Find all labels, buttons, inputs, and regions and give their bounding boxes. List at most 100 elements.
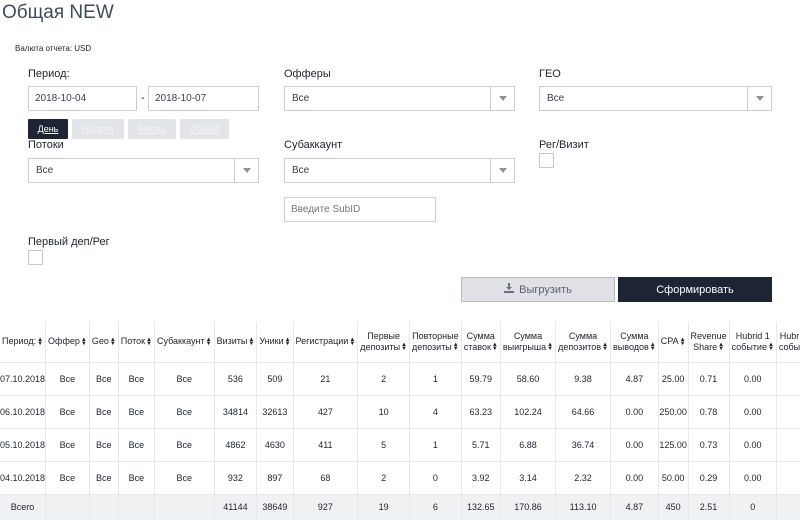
total-cell: Всего — [0, 493, 47, 520]
column-header[interactable]: Период:▲ ▼ — [0, 322, 47, 362]
table-cell: 05.10.2018 — [0, 427, 47, 461]
table-row: 04.10.2018 Все Все Все Все 932 897 68 2 0 3.92 3.14… — [0, 460, 800, 494]
column-header[interactable]: Сумма выигрыша▲ ▼ — [500, 322, 557, 362]
sort-icon[interactable]: ▲ ▼ — [649, 342, 656, 353]
table-cell: 06.10.2018 — [0, 394, 47, 428]
table-cell: 0.29 — [688, 460, 730, 494]
table-cell: 58.60 — [500, 361, 557, 395]
report-currency: Валюта отчета: USD — [15, 44, 92, 53]
table-cell: 536 — [214, 361, 258, 395]
chevron-down-icon — [234, 159, 258, 182]
sort-icon[interactable]: ▲ ▼ — [718, 342, 725, 353]
column-header[interactable]: CPA▲ ▼ — [658, 322, 689, 362]
total-cell: 6 — [409, 493, 462, 520]
table-cell: 6.88 — [500, 427, 557, 461]
subaccount-select[interactable]: Все — [284, 158, 515, 183]
table-cell: 9.38 — [555, 361, 612, 395]
sort-icon[interactable]: ▲ ▼ — [80, 336, 87, 347]
column-header[interactable]: Поток▲ ▼ — [118, 322, 156, 362]
total-cell — [45, 493, 90, 520]
generate-button[interactable]: Сформировать — [618, 277, 772, 302]
table-cell: Все — [45, 361, 90, 395]
column-header-label: Поток — [120, 336, 146, 347]
column-header-label: выигрыша — [502, 341, 547, 352]
subaccount-label: Субаккаунт — [284, 139, 343, 151]
column-header[interactable]: Сумма выводов▲ ▼ — [610, 322, 659, 362]
sort-icon[interactable]: ▲ ▼ — [37, 336, 44, 347]
table-cell: Все — [89, 460, 119, 494]
sort-icon[interactable]: ▲ ▼ — [284, 336, 291, 347]
period-month-button[interactable]: Месяц — [128, 119, 176, 139]
date-separator: - — [141, 92, 145, 104]
column-header-label: Первые — [367, 330, 400, 341]
table-cell: Все — [154, 361, 215, 395]
subid-input[interactable] — [284, 197, 436, 222]
table-cell: 0.73 — [688, 427, 730, 461]
table-cell: Все — [154, 427, 215, 461]
table-row: 06.10.2018 Все Все Все Все 34814 32613 427 10 4 63… — [0, 394, 800, 428]
first-dep-reg-checkbox[interactable] — [28, 250, 43, 265]
geo-label: ГЕО — [539, 68, 561, 80]
total-cell: 41144 — [214, 493, 258, 520]
column-header[interactable]: Hubr собы — [776, 322, 800, 362]
sort-icon[interactable]: ▲ ▼ — [349, 336, 356, 347]
column-header[interactable]: Первые депозиты▲ ▼ — [357, 322, 410, 362]
total-cell: 4.87 — [610, 493, 659, 520]
column-header-label: депозиты — [360, 341, 401, 352]
table-cell: 3.14 — [500, 460, 557, 494]
period-total-button[interactable]: Общий — [180, 119, 229, 139]
column-header-label: депозитов — [558, 341, 602, 352]
sort-icon[interactable]: ▲ ▼ — [547, 342, 554, 353]
report-table: Период:▲ ▼ Оффер▲ ▼ Geo▲ ▼ Поток▲ ▼ Субаккаунт▲ ▼… — [0, 322, 800, 520]
column-header-label: Регистрации — [295, 336, 349, 347]
sort-icon[interactable]: ▲ ▼ — [602, 342, 609, 353]
column-header[interactable]: Geo▲ ▼ — [89, 322, 119, 362]
reg-visit-checkbox[interactable] — [539, 153, 554, 168]
sort-icon[interactable]: ▲ ▼ — [767, 342, 774, 353]
table-cell: 125.00 — [658, 427, 689, 461]
chevron-down-icon — [490, 159, 514, 182]
offers-select[interactable]: Все — [284, 86, 515, 111]
column-header[interactable]: Revenue Share▲ ▼ — [688, 322, 730, 362]
sort-icon[interactable]: ▲ ▼ — [109, 336, 116, 347]
table-cell: Все — [45, 427, 90, 461]
table-cell: 4862 — [214, 427, 258, 461]
streams-select[interactable]: Все — [28, 158, 259, 183]
table-cell: 0.78 — [688, 394, 730, 428]
period-day-button[interactable]: День — [28, 119, 68, 139]
column-header[interactable]: Уники▲ ▼ — [256, 322, 294, 362]
column-header[interactable]: Визиты▲ ▼ — [214, 322, 258, 362]
column-header[interactable]: Сумма ставок▲ ▼ — [461, 322, 501, 362]
column-header-label: Период: — [2, 336, 37, 347]
sort-icon[interactable]: ▲ ▼ — [401, 342, 407, 353]
table-cell: Все — [118, 460, 156, 494]
column-header-label: Hubrid 1 — [735, 330, 770, 341]
export-button-label: Выгрузить — [519, 283, 572, 296]
table-cell: 4.87 — [610, 361, 659, 395]
sort-icon[interactable]: ▲ ▼ — [491, 342, 498, 353]
export-button[interactable]: Выгрузить — [461, 277, 615, 302]
total-cell — [118, 493, 156, 520]
date-from-input[interactable]: 2018-10-04 — [28, 86, 137, 111]
table-cell: Все — [89, 427, 119, 461]
column-header[interactable]: Hubrid 1 событие▲ ▼ — [729, 322, 777, 362]
table-cell: 0.00 — [610, 427, 659, 461]
sort-icon[interactable]: ▲ ▼ — [248, 336, 255, 347]
period-week-button[interactable]: Неделя — [72, 119, 124, 139]
date-to-input[interactable]: 2018-10-07 — [148, 86, 259, 111]
column-header[interactable]: Регистрации▲ ▼ — [293, 322, 359, 362]
geo-select[interactable]: Все — [539, 86, 772, 111]
table-cell: 411 — [293, 427, 359, 461]
sort-icon[interactable]: ▲ ▼ — [205, 336, 212, 347]
column-header[interactable]: Оффер▲ ▼ — [45, 322, 90, 362]
sort-icon[interactable]: ▲ ▼ — [452, 342, 459, 353]
period-label: Период: — [28, 68, 70, 80]
sort-icon[interactable]: ▲ ▼ — [679, 336, 686, 347]
column-header[interactable]: Субаккаунт▲ ▼ — [154, 322, 215, 362]
column-header[interactable]: Сумма депозитов▲ ▼ — [555, 322, 612, 362]
column-header-label: Revenue — [690, 330, 727, 341]
column-header[interactable]: Повторные депозиты▲ ▼ — [409, 322, 462, 362]
sort-icon[interactable]: ▲ ▼ — [146, 336, 152, 347]
first-dep-reg-label: Первый деп/Рег — [28, 236, 110, 248]
table-cell: 4 — [409, 394, 462, 428]
